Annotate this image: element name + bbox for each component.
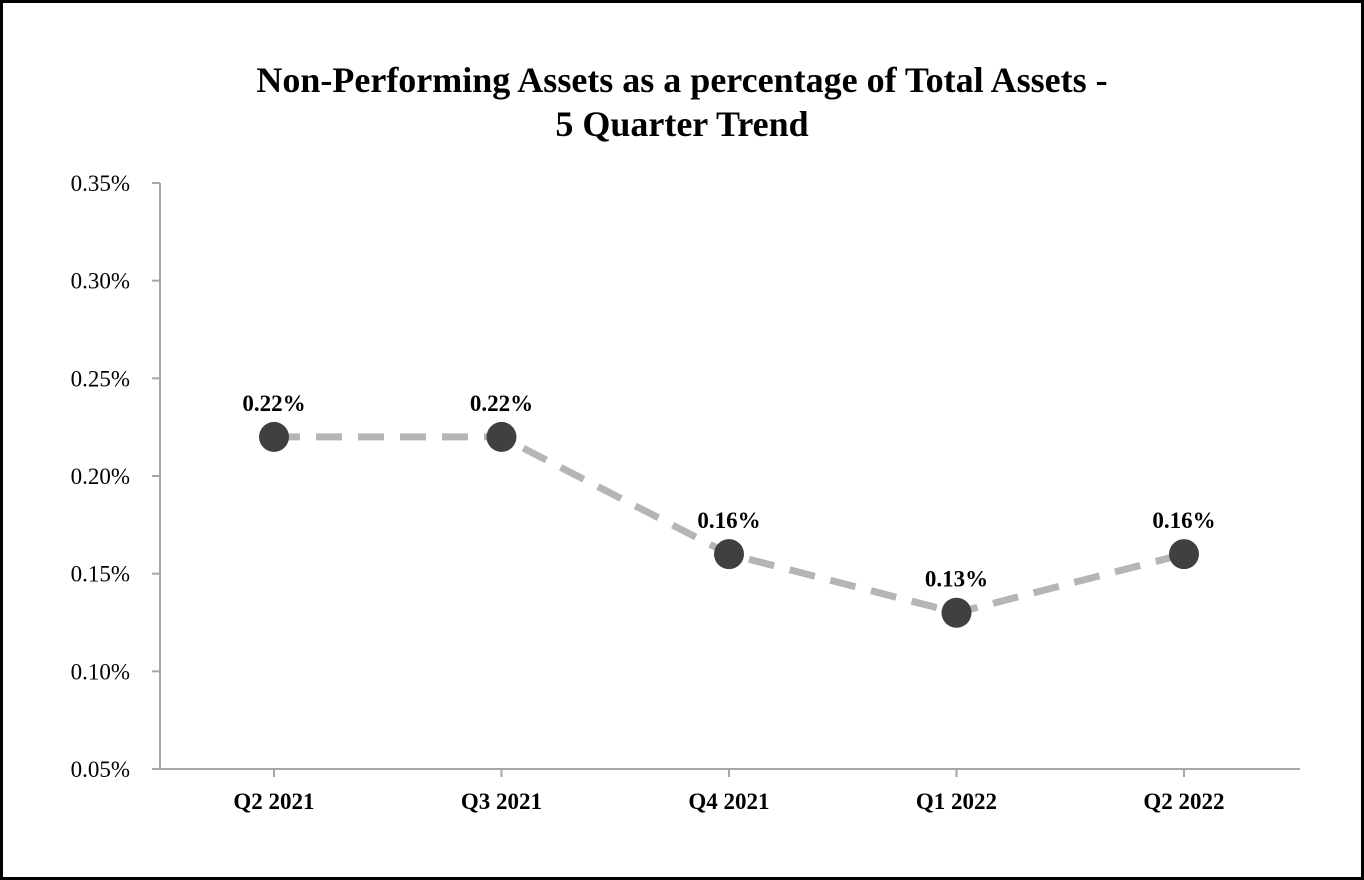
chart-title: Non-Performing Assets as a percentage of… [0,58,1364,146]
y-tick-label: 0.30% [71,269,130,294]
y-tick-label: 0.20% [71,464,130,489]
x-tick-label: Q1 2022 [916,789,997,814]
data-label: 0.22% [470,391,533,416]
chart-title-line-2: 5 Quarter Trend [555,104,809,144]
y-tick-label: 0.25% [71,366,130,391]
data-label: 0.13% [925,567,988,592]
data-point-marker [941,597,972,628]
x-tick-label: Q4 2021 [688,789,769,814]
data-label: 0.16% [697,508,760,533]
data-label: 0.22% [242,391,305,416]
y-tick-label: 0.15% [71,562,130,587]
data-point-marker [486,421,517,452]
y-tick-label: 0.35% [71,171,130,196]
chart-title-line-1: Non-Performing Assets as a percentage of… [256,60,1108,100]
x-tick-label: Q2 2022 [1143,789,1224,814]
data-point-marker [714,539,744,570]
data-point-marker [259,421,289,452]
x-tick-label: Q3 2021 [461,789,542,814]
data-label: 0.16% [1152,508,1215,533]
y-tick-label: 0.05% [71,757,130,782]
x-tick-label: Q2 2021 [233,789,314,814]
data-point-marker [1169,539,1199,570]
y-tick-label: 0.10% [71,659,130,684]
